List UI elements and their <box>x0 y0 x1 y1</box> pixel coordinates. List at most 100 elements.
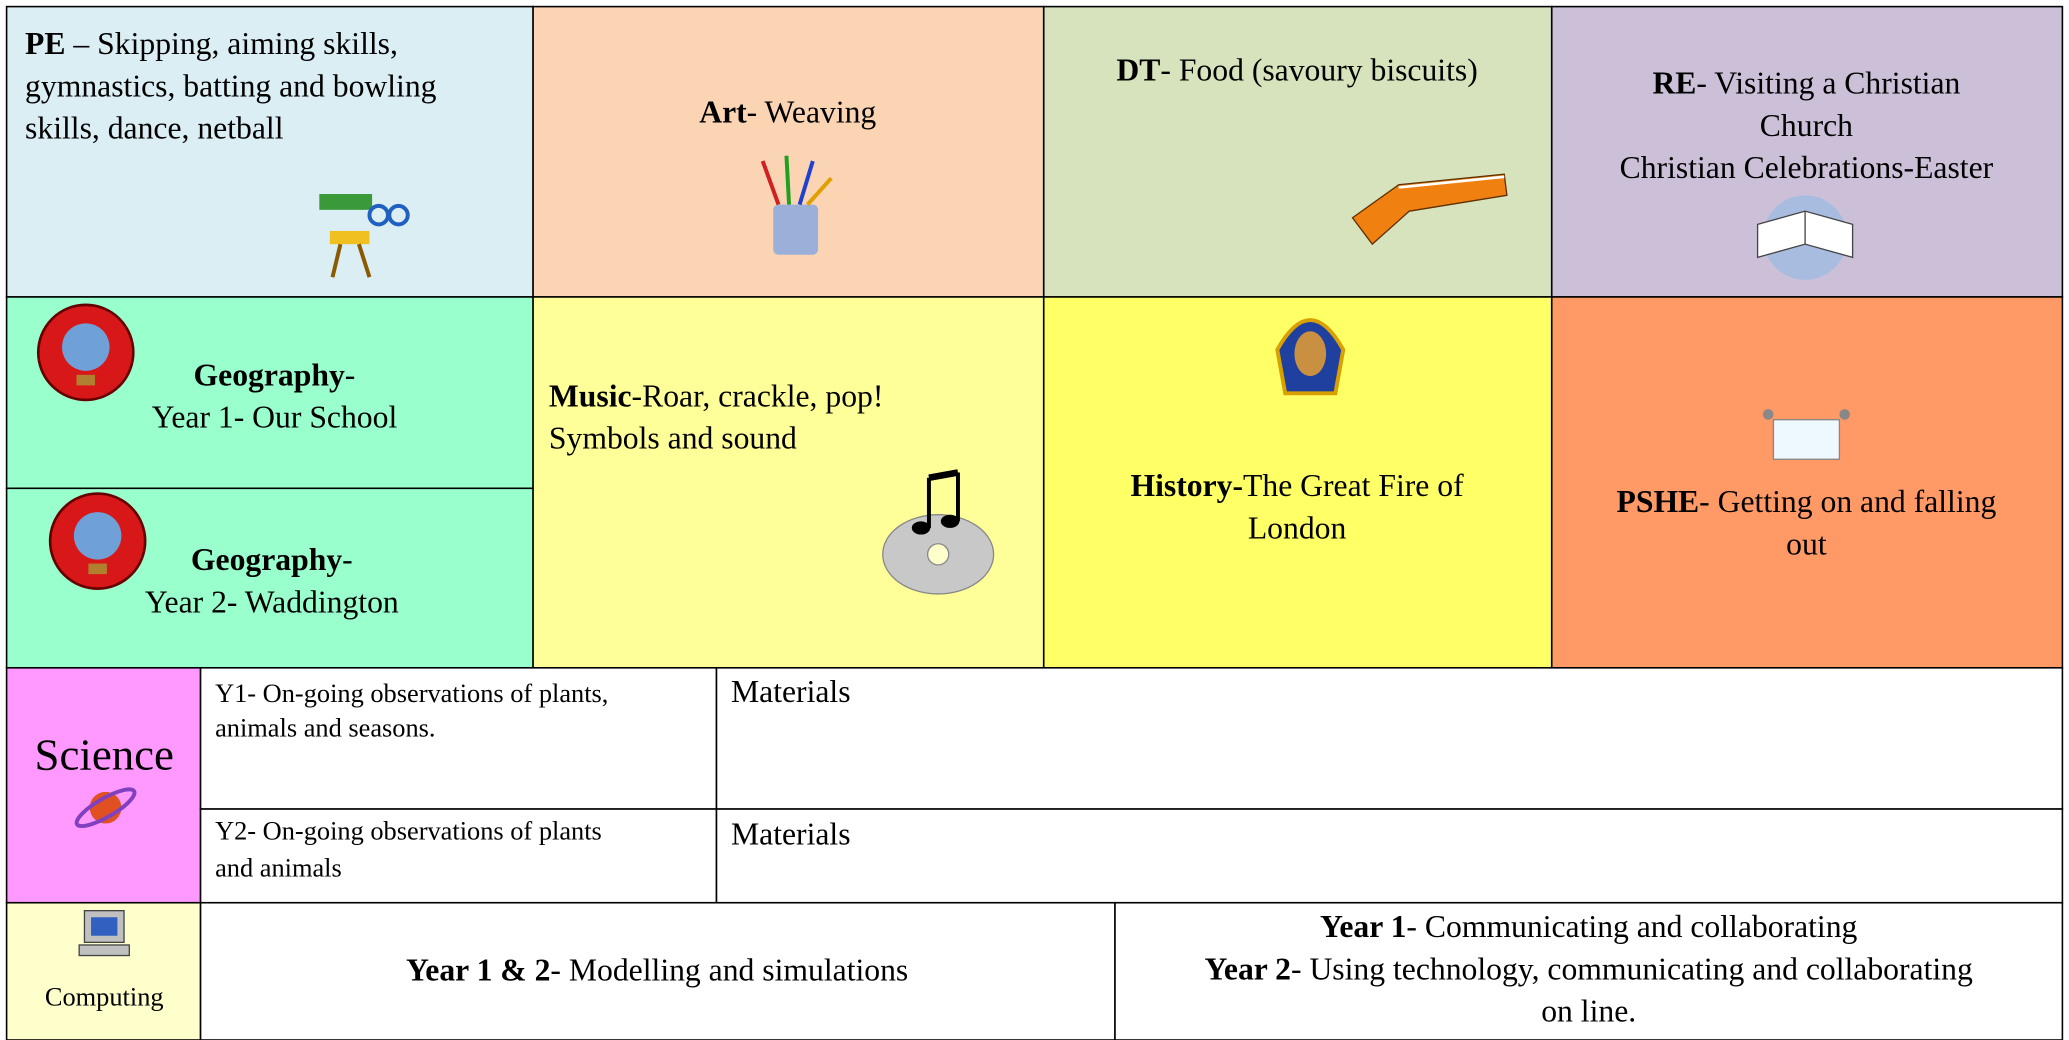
bold-label: Geography <box>191 542 342 577</box>
music-icon <box>882 469 995 595</box>
cell-text: out <box>1786 526 1827 561</box>
text: Year 1- Our School <box>152 400 398 435</box>
cell-text: skills, dance, netball <box>25 111 284 146</box>
cell-text: PSHE- Getting on and falling <box>1617 484 1997 519</box>
bold-label: PE <box>25 26 65 61</box>
cell-text: Materials <box>731 817 851 852</box>
bold-label: Music <box>549 378 632 413</box>
cell-text: History-The Great Fire of <box>1131 468 1465 503</box>
cell-text: Y2- On-going observations of plants <box>215 815 602 845</box>
cell-text: Christian Celebrations-Easter <box>1620 150 1994 185</box>
text: - Modelling and simulations <box>550 953 908 988</box>
cell-text: Geography- <box>191 542 353 577</box>
cell-text: Year 1- Communicating and collaborating <box>1320 909 1858 944</box>
text: gymnastics, batting and bowling <box>25 68 437 103</box>
cell: PSHE- Getting on and falling out <box>1550 296 2064 669</box>
bold-label: History- <box>1131 468 1244 503</box>
cell-text: PE – Skipping, aiming skills, <box>25 26 398 61</box>
cell-background <box>1114 901 2064 1040</box>
cell: Materials <box>715 667 2064 810</box>
text: -Roar, crackle, pop! <box>632 378 884 413</box>
text: - Visiting a Christian <box>1696 66 1960 101</box>
text: Science <box>34 729 173 779</box>
cell: Music-Roar, crackle, pop! Symbols and sou… <box>532 296 1045 669</box>
saw-icon <box>1351 173 1508 246</box>
text: Computing <box>45 982 164 1012</box>
cell-text: Art- Weaving <box>699 95 876 130</box>
cell: Year 1 & 2- Modelling and simulations <box>199 901 1116 1040</box>
cell-background <box>1042 5 1553 298</box>
cell-text: Year 1 & 2- Modelling and simulations <box>406 953 908 988</box>
cell-text: Symbols and sound <box>549 421 797 456</box>
text: Materials <box>731 674 851 709</box>
cell-text: Science <box>34 729 173 779</box>
text: The Great Fire of <box>1243 468 1464 503</box>
text: - Communicating and collaborating <box>1406 909 1857 944</box>
cell-background <box>199 667 718 810</box>
cell: Materials <box>715 808 2064 904</box>
text: Symbols and sound <box>549 421 797 456</box>
bold-label: PSHE <box>1617 484 1700 519</box>
text: Year 2- Waddington <box>145 584 399 619</box>
cell-background <box>5 5 534 298</box>
text: out <box>1786 526 1827 561</box>
cell-text: Computing <box>45 982 164 1012</box>
text: - Food (savoury biscuits) <box>1160 53 1477 88</box>
globe-icon <box>48 492 147 590</box>
cells: PE – Skipping, aiming skills, gymnastics,… <box>5 5 2064 1040</box>
text: - <box>342 542 353 577</box>
cell-text: Music-Roar, crackle, pop! <box>549 378 883 413</box>
text: skills, dance, netball <box>25 111 284 146</box>
cell-text: Year 1- Our School <box>152 400 398 435</box>
text: - Using technology, communicating and co… <box>1291 951 1973 986</box>
bold-label: DT <box>1116 53 1160 88</box>
cell: Y1- On-going observations of plants, anim… <box>199 667 718 810</box>
text: and animals <box>215 852 342 882</box>
cell-text: Year 2- Using technology, communicating … <box>1205 951 1973 986</box>
text: London <box>1248 510 1347 545</box>
cell: PE – Skipping, aiming skills, gymnastics,… <box>5 5 534 298</box>
cell-text: Materials <box>731 674 851 709</box>
cell: Year 1- Communicating and collaboratingY… <box>1114 901 2064 1040</box>
text: Y2- On-going observations of plants <box>215 815 602 845</box>
cell-text: Church <box>1760 108 1853 143</box>
cell-text: animals and seasons. <box>215 712 435 742</box>
cell-background <box>199 808 718 904</box>
cell-background <box>5 667 202 904</box>
gym-icon <box>319 194 410 278</box>
text: - Getting on and falling <box>1699 484 1996 519</box>
bold-label: Geography <box>194 357 345 392</box>
text: animals and seasons. <box>215 712 435 742</box>
bold-label: Year 1 <box>1320 909 1406 944</box>
cell: Science <box>5 667 202 904</box>
cell-background <box>1550 296 2064 669</box>
cell-text: on line. <box>1541 994 1636 1029</box>
pencils-icon <box>760 155 833 255</box>
cell-background <box>532 296 1045 669</box>
cell-background <box>715 667 2064 810</box>
bold-label: Year 1 & 2 <box>406 953 550 988</box>
cell-text: Geography- <box>194 357 356 392</box>
bold-label: Year 2 <box>1205 951 1291 986</box>
cell-text: London <box>1248 510 1347 545</box>
banner-icon <box>1762 409 1850 460</box>
bold-label: RE <box>1652 66 1696 101</box>
text: Church <box>1760 108 1853 143</box>
bold-label: Art <box>699 95 747 130</box>
text: - <box>345 357 356 392</box>
text: - Weaving <box>747 95 877 130</box>
pharaoh-icon <box>1275 318 1346 396</box>
computer-icon <box>78 909 130 957</box>
cell-background <box>199 901 1116 1040</box>
cell: Y2- On-going observations of plants and a… <box>199 808 718 904</box>
text: Y1- On-going observations of plants, <box>215 678 608 708</box>
cell-text: DT- Food (savoury biscuits) <box>1116 53 1477 88</box>
planet-icon <box>74 787 137 829</box>
text: on line. <box>1541 994 1636 1029</box>
cell-text: Y1- On-going observations of plants, <box>215 678 608 708</box>
cell-text: Year 2- Waddington <box>145 584 399 619</box>
cell-text: RE- Visiting a Christian <box>1652 66 1960 101</box>
cell-background <box>715 808 2064 904</box>
